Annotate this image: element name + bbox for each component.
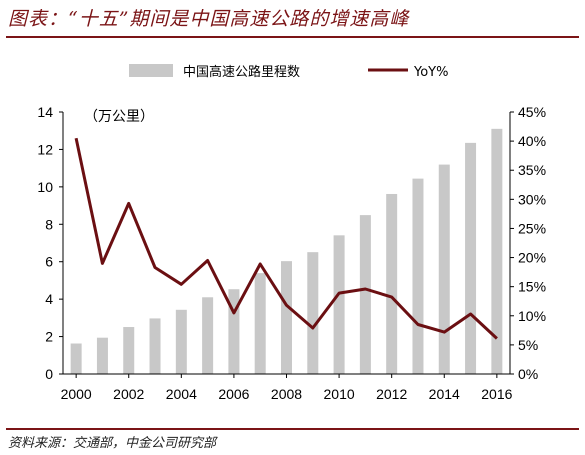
- y-right-tick-label: 10%: [518, 308, 546, 324]
- x-tick-label: 2012: [376, 386, 407, 402]
- y-left-tick-label: 14: [37, 104, 53, 120]
- x-tick-label: 2010: [324, 386, 355, 402]
- x-tick-label: 2006: [218, 386, 249, 402]
- legend-bar-label: 中国高速公路里程数: [183, 64, 300, 80]
- y-left-tick-label: 12: [37, 141, 53, 157]
- bar-2015: [465, 142, 477, 374]
- legend: 中国高速公路里程数 YoY%: [129, 64, 448, 80]
- x-tick-label: 2014: [429, 386, 460, 402]
- source-note: 资料来源：交通部，中金公司研究部: [8, 436, 217, 451]
- bar-2008: [281, 261, 292, 374]
- bar-2004: [175, 309, 187, 374]
- bar-2006: [228, 289, 240, 374]
- bar-2012: [386, 193, 398, 374]
- bar-2002: [123, 327, 135, 374]
- y-right-tick-label: 15%: [518, 279, 546, 295]
- y-left-tick-label: 10: [37, 179, 53, 195]
- footer-rule: [6, 428, 579, 430]
- chart-title: 图表：“十五”期间是中国高速公路的增速高峰: [8, 8, 410, 30]
- y-right-tick-label: 35%: [518, 162, 546, 178]
- unit-label: （万公里）: [84, 108, 154, 124]
- y-right-tick-label: 30%: [518, 191, 546, 207]
- y-right-tick-label: 20%: [518, 250, 546, 266]
- x-tick-label: 2004: [166, 386, 197, 402]
- y-left-tick-label: 8: [45, 216, 53, 232]
- bar-2016: [491, 128, 503, 374]
- bar-2014: [438, 164, 450, 374]
- title-rule: [6, 36, 579, 38]
- bar-2010: [333, 235, 345, 374]
- bar-2005: [202, 297, 214, 374]
- bar-2009: [307, 252, 319, 374]
- legend-bar-swatch: [129, 64, 173, 77]
- y-left-tick-label: 6: [45, 254, 53, 270]
- y-right-tick-label: 25%: [518, 220, 546, 236]
- axes: 0 2 4 6 8 10 12 14 0% 5% 10% 15% 20% 25% 30% 35% 40% 45% 2…: [37, 104, 546, 402]
- x-tick-label: 2016: [481, 386, 512, 402]
- bars: [70, 128, 503, 374]
- y-right-tick-label: 5%: [518, 337, 538, 353]
- y-left-tick-label: 4: [45, 291, 53, 307]
- yoy-line: [74, 137, 498, 340]
- y-left-tick-label: 2: [45, 329, 53, 345]
- x-tick-label: 2002: [113, 386, 144, 402]
- x-tick-label: 2000: [61, 386, 92, 402]
- y-right-tick-label: 40%: [518, 133, 546, 149]
- bar-2011: [359, 215, 371, 374]
- bar-2013: [412, 178, 424, 374]
- y-right-tick-label: 0%: [518, 366, 538, 382]
- bar-2007: [254, 273, 266, 374]
- bar-2001: [96, 337, 108, 374]
- y-left-tick-label: 0: [45, 366, 53, 382]
- legend-line-label: YoY%: [413, 65, 448, 80]
- bar-2000: [70, 343, 82, 374]
- y-right-tick-label: 45%: [518, 104, 546, 120]
- bar-2003: [149, 318, 161, 374]
- x-tick-label: 2008: [271, 386, 302, 402]
